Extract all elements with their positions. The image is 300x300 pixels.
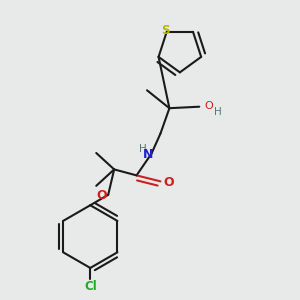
- Text: S: S: [161, 25, 169, 38]
- Text: Cl: Cl: [84, 280, 97, 293]
- Text: H: H: [139, 144, 147, 154]
- Text: N: N: [143, 148, 154, 161]
- Text: O: O: [205, 101, 213, 111]
- Text: H: H: [214, 107, 221, 117]
- Text: O: O: [96, 189, 107, 202]
- Text: O: O: [164, 176, 174, 189]
